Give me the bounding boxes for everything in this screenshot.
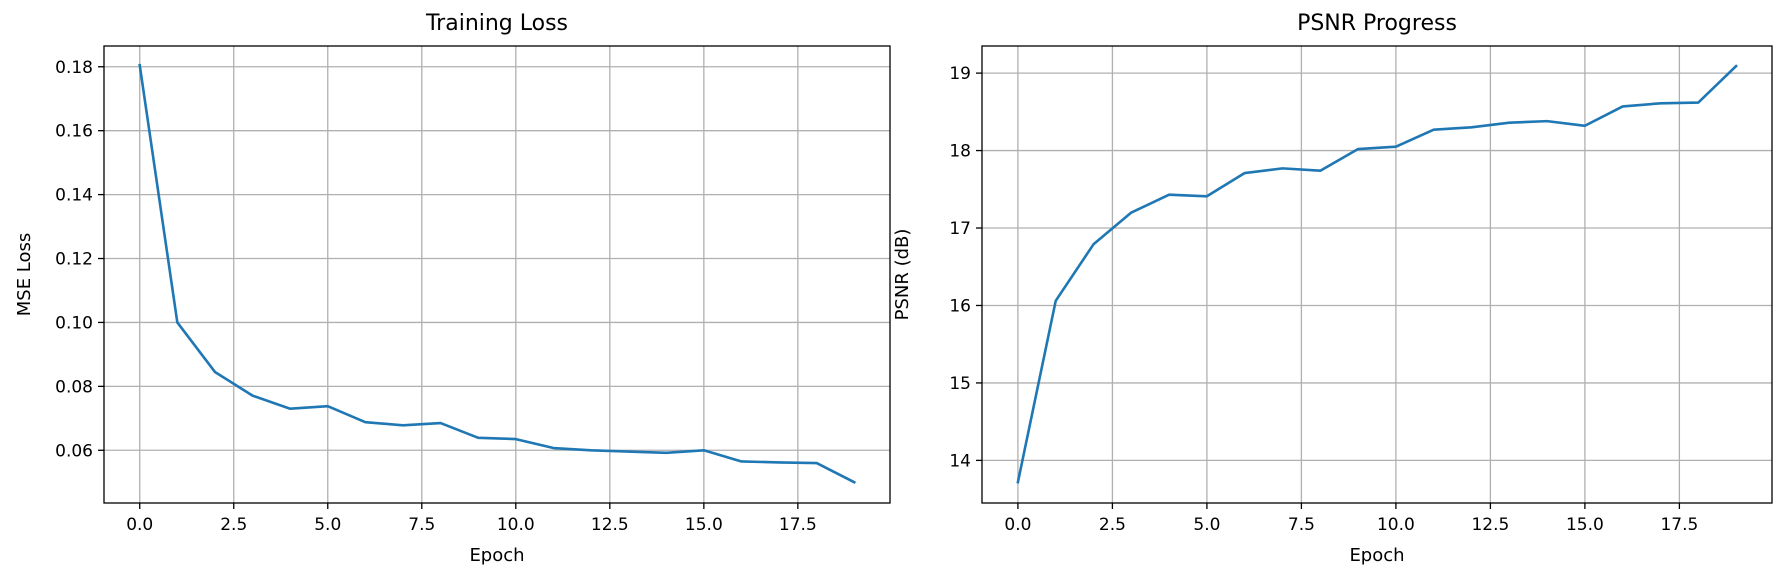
psnr-progress-title: PSNR Progress <box>1297 11 1457 36</box>
training-loss-y-tick-label: 0.12 <box>55 250 93 270</box>
psnr-progress-x-tick-label: 5.0 <box>1193 515 1220 535</box>
training-loss-series-line <box>138 63 857 484</box>
training-loss-y-tick-label: 0.16 <box>55 122 93 142</box>
training-loss-y-tick-label: 0.10 <box>55 313 93 333</box>
psnr-progress-y-tick-label: 14 <box>949 451 971 471</box>
psnr-progress-x-tick-label: 7.5 <box>1288 515 1315 535</box>
training-loss-x-tick-label: 12.5 <box>591 515 629 535</box>
training-loss-panel: 0.0 2.5 5.0 7.5 10.0 12.5 15.0 17.5 0.06 0.08 0.10… <box>14 11 891 566</box>
psnr-progress-y-tick-label: 16 <box>949 296 971 316</box>
training-loss-axes-frame <box>103 45 891 504</box>
training-loss-x-tick-label: 7.5 <box>408 515 435 535</box>
psnr-progress-x-axis-label: Epoch <box>1349 545 1404 566</box>
psnr-progress-series-line <box>1016 64 1738 484</box>
psnr-progress-axes-frame <box>981 45 1773 504</box>
psnr-progress-y-tick-label: 19 <box>949 64 971 84</box>
training-loss-x-tick-label: 2.5 <box>220 515 247 535</box>
training-loss-x-tick-label: 0.0 <box>126 515 153 535</box>
training-loss-x-tick-label: 10.0 <box>497 515 535 535</box>
psnr-progress-x-tick-label: 15.0 <box>1566 515 1604 535</box>
training-loss-grid <box>104 46 890 503</box>
training-loss-y-axis-label: MSE Loss <box>14 233 35 317</box>
training-loss-y-tick-label: 0.14 <box>55 186 93 206</box>
training-loss-x-tick-label: 17.5 <box>779 515 817 535</box>
psnr-progress-x-tick-label: 0.0 <box>1004 515 1031 535</box>
psnr-progress-grid <box>982 46 1772 503</box>
training-loss-x-tick-label: 15.0 <box>685 515 723 535</box>
psnr-progress-x-tick-label: 17.5 <box>1660 515 1698 535</box>
training-loss-y-tick-label: 0.18 <box>55 58 93 78</box>
psnr-progress-x-tick-label: 12.5 <box>1471 515 1509 535</box>
psnr-progress-y-tick-label: 18 <box>949 142 971 162</box>
training-loss-x-axis-label: Epoch <box>469 545 524 566</box>
psnr-progress-y-axis-label: PSNR (dB) <box>892 229 913 321</box>
psnr-progress-panel: 0.0 2.5 5.0 7.5 10.0 12.5 15.0 17.5 14 15 16 17 18 19… <box>892 11 1773 566</box>
psnr-progress-y-tick-label: 15 <box>949 374 971 394</box>
training-loss-title: Training Loss <box>425 11 568 36</box>
psnr-progress-x-tick-label: 2.5 <box>1099 515 1126 535</box>
training-loss-y-tick-label: 0.06 <box>55 441 93 461</box>
psnr-progress-y-tick-label: 17 <box>949 219 971 239</box>
training-loss-y-tick-label: 0.08 <box>55 377 93 397</box>
training-loss-x-tick-label: 5.0 <box>314 515 341 535</box>
psnr-progress-x-tick-label: 10.0 <box>1377 515 1415 535</box>
